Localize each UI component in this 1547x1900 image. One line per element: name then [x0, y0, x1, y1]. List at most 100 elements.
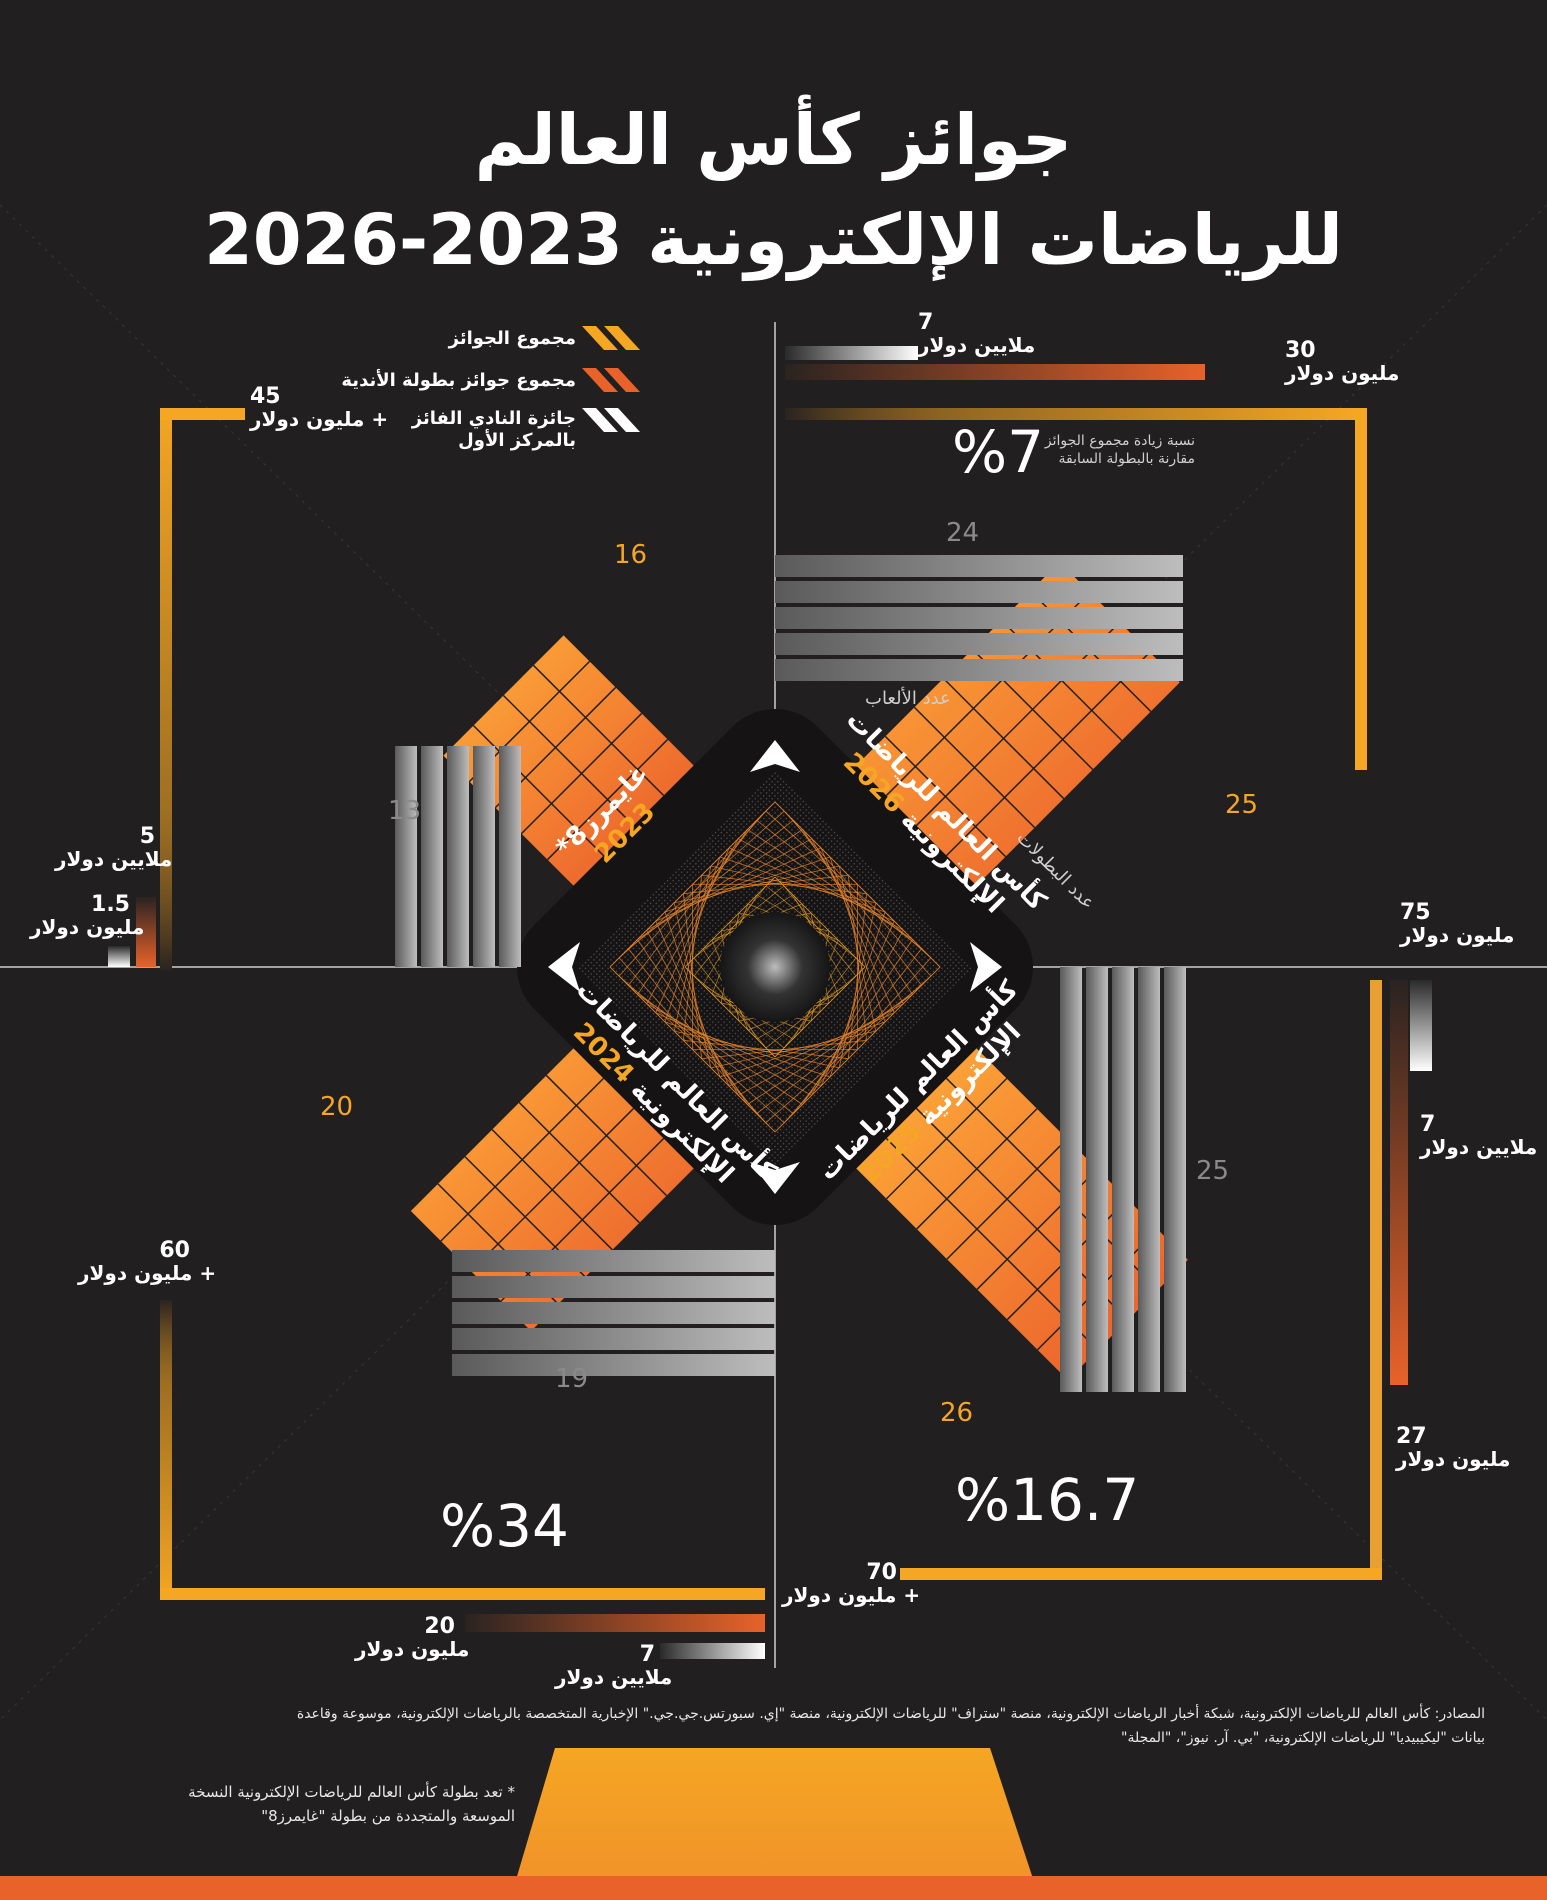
tournaments-2025-value: 26 [940, 1398, 974, 1428]
string-art-line [756, 820, 922, 949]
bottom-strip [0, 1876, 1547, 1900]
games-2024-value: 19 [555, 1364, 589, 1394]
winner-bar-2023 [108, 946, 130, 967]
sources-line-1: المصادر: كأس العالم للرياضات الإلكترونية… [296, 1706, 1485, 1722]
grid-line [502, 694, 635, 827]
string-art-line [618, 810, 767, 977]
prize-bars-2026 [785, 346, 1367, 770]
tournaments-bar-2023 [443, 635, 694, 886]
games-stripe [775, 581, 1183, 603]
label-2023-club: 5 ملايين دولار [55, 824, 173, 871]
total-bar-2026-top [785, 408, 1355, 420]
string-art-line [765, 810, 932, 959]
games-stripe [452, 1250, 775, 1272]
club-bar-2025 [1390, 980, 1408, 1385]
games-stripe [452, 1302, 775, 1324]
label-2026-club: 30 مليون دولار [1285, 338, 1400, 385]
grid-line [440, 1077, 605, 1242]
legend-item-winner: جائزة النادي الفائز بالمركز الأول [412, 408, 576, 452]
footnote: * تعد بطولة كأس العالم للرياضات الإلكترو… [95, 1780, 515, 1828]
page-title-line1: جوائز كأس العالم [474, 99, 1073, 181]
games-stripe [452, 1354, 775, 1376]
label-2025-winner: 7 ملايين دولار [1420, 1112, 1538, 1159]
arrow-right [970, 942, 1002, 992]
total-bar-2026 [1355, 408, 1367, 770]
games-stripe [1060, 967, 1082, 1392]
grid-line [915, 621, 1121, 827]
label-2026-total: 75 مليون دولار [1400, 900, 1515, 947]
label-2025-total: 70 مليون دولار + [782, 1560, 921, 1607]
grid-line [532, 664, 665, 797]
arrow-down [750, 1162, 800, 1194]
games-stripe [775, 555, 1183, 577]
string-art-line [783, 957, 932, 1124]
footnote-line-2: الموسعة والمتجددة من بطولة "غايمرز8" [261, 1807, 515, 1825]
string-art-line [693, 975, 785, 1049]
games-stripe [421, 746, 443, 967]
grid-line [470, 1107, 635, 1272]
direction-arrows [548, 740, 1002, 1194]
string-art-line [637, 994, 803, 1105]
club-bar-2023 [136, 897, 156, 967]
prize-bars-2025 [900, 980, 1432, 1580]
legend-item-total: مجموع الجوائز [449, 328, 576, 349]
games-bars [395, 555, 1186, 1392]
legend-swatches [582, 326, 640, 432]
total-bar-2025-bottom [900, 1568, 1382, 1580]
winner-bar-2026 [785, 346, 918, 360]
games-bar-2023 [395, 746, 521, 967]
games-stripe [452, 1276, 775, 1298]
label-2024-club: 20 مليون دولار [355, 1614, 470, 1661]
games-2025-value: 25 [1196, 1156, 1230, 1186]
games-bar-2026 [775, 555, 1183, 681]
club-bar-2024 [465, 1614, 765, 1632]
label-2024-total: 60 مليون دولار + [78, 1238, 217, 1285]
string-art-line [747, 829, 913, 940]
label-2026-winner: 7 ملايين دولار [918, 310, 1036, 357]
total-bar-2023-top [160, 408, 245, 420]
legend-label-winner-2: بالمركز الأول [458, 430, 576, 451]
games-caption: عدد الألعاب [865, 688, 951, 709]
pct-2026-note: نسبة زيادة مجموع الجوائز مقارنة بالبطولة … [1044, 433, 1195, 467]
games-2023-value: 13 [388, 796, 422, 826]
pct-2026: %7 [952, 418, 1045, 486]
label-2023-total: 45 مليون دولار + [250, 384, 389, 431]
bottom-trapezoid [510, 1748, 1040, 1900]
legend-label-club: مجموع جوائز بطولة الأندية [341, 370, 576, 391]
string-art-line [693, 885, 767, 977]
winner-bar-2025 [1410, 980, 1432, 1071]
games-2026-value: 24 [946, 518, 980, 548]
label-2025-club: 27 مليون دولار [1396, 1424, 1511, 1471]
grid-line [472, 724, 605, 857]
games-stripe [775, 659, 1183, 681]
games-stripe [499, 746, 521, 967]
tournaments-2023-value: 16 [614, 540, 648, 570]
string-art-line [765, 885, 857, 959]
games-stripe [395, 746, 417, 967]
tournaments-2024-value: 20 [320, 1092, 354, 1122]
arrow-left [548, 942, 580, 992]
prize-bars [108, 346, 1432, 1659]
page-title-line2: للرياضات الإلكترونية 2023-2026 [204, 199, 1343, 281]
tournaments-2026-value: 25 [1225, 790, 1259, 820]
prize-bars-2023 [108, 408, 245, 971]
games-bar-2024 [452, 1250, 775, 1376]
string-art-line [774, 801, 941, 968]
games-stripe [775, 607, 1183, 629]
footnote-line-1: * تعد بطولة كأس العالم للرياضات الإلكترو… [188, 1783, 515, 1801]
label-2024-winner: 7 ملايين دولار [555, 1642, 673, 1689]
games-bar-2025 [1060, 967, 1186, 1392]
legend-item-club: مجموع جوائز بطولة الأندية [341, 370, 576, 391]
games-stripe [775, 633, 1183, 655]
total-bar-2024-bottom [160, 1588, 765, 1600]
games-stripe [447, 746, 469, 967]
games-stripe [1138, 967, 1160, 1392]
label-2023-winner: 1.5 مليون دولار [30, 892, 145, 939]
games-stripe [1086, 967, 1108, 1392]
pct-2025: %16.7 [955, 1466, 1140, 1534]
legend-label-total: مجموع الجوائز [448, 328, 576, 349]
prize-bars-2024 [160, 1300, 765, 1659]
arrow-up [750, 740, 800, 772]
